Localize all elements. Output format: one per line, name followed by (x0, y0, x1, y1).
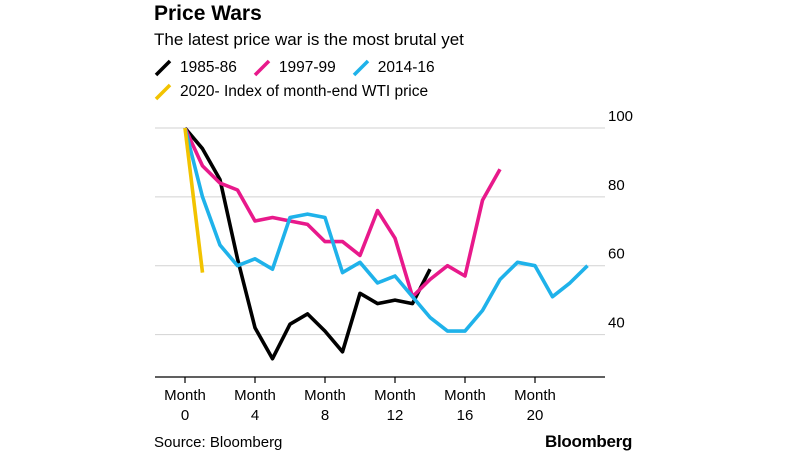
x-tick-label-line1-12: Month (374, 387, 416, 404)
bloomberg-logo: Bloomberg (545, 432, 633, 451)
legend-row-2: 2020- Index of month-end WTI price (154, 83, 444, 101)
legend-swatch-1997-99 (253, 59, 271, 77)
legend-item-1985-86: 1985-86 (154, 59, 237, 77)
x-tick-label-line2-16: 16 (457, 407, 474, 424)
legend-item-2014-16: 2014-16 (352, 59, 435, 77)
x-tick-label-line2-4: 4 (251, 407, 259, 424)
series-line-1985-86 (183, 126, 432, 361)
x-tick-label-line2-0: 0 (181, 407, 189, 424)
x-tick-label-line2-8: 8 (321, 407, 329, 424)
legend-swatch-2020 (154, 83, 172, 101)
axes: 40 60 80 100 Month 0 Month 4 Month 8 Month 12 Month 1… (155, 108, 633, 424)
series-lines (183, 126, 589, 361)
legend-swatch-2014-16 (352, 59, 370, 77)
x-tick-label-line2-12: 12 (387, 407, 404, 424)
x-tick-label-line2-20: 20 (527, 407, 544, 424)
legend-label-1997-99: 1997-99 (278, 59, 336, 76)
y-tick-label-100: 100 (608, 108, 633, 125)
series-line-2020 (183, 127, 205, 273)
y-tick-label-60: 60 (608, 246, 625, 263)
legend-item-2020: 2020- Index of month-end WTI price (154, 83, 428, 101)
legend-label-1985-86: 1985-86 (180, 59, 237, 76)
y-tick-label-80: 80 (608, 177, 625, 194)
series-line-2014-16 (183, 127, 589, 333)
x-tick-label-line1-4: Month (234, 387, 276, 404)
source-note: Source: Bloomberg (154, 434, 283, 451)
legend-row-1: 1985-86 1997-99 2014-16 (154, 59, 451, 77)
legend-label-2020: 2020- Index of month-end WTI price (180, 83, 429, 100)
legend-swatch-1985-86 (154, 59, 172, 77)
x-tick-label-line1-0: Month (164, 387, 206, 404)
chart-subtitle: The latest price war is the most brutal … (154, 30, 464, 49)
x-tick-label-line1-16: Month (444, 387, 486, 404)
x-tick-label-line1-8: Month (304, 387, 346, 404)
legend-item-1997-99: 1997-99 (253, 59, 336, 77)
x-tick-label-line1-20: Month (514, 387, 556, 404)
legend-label-2014-16: 2014-16 (377, 59, 435, 76)
series-line-1997-99 (183, 127, 502, 299)
chart-title: Price Wars (154, 2, 262, 25)
y-tick-label-40: 40 (608, 315, 625, 332)
